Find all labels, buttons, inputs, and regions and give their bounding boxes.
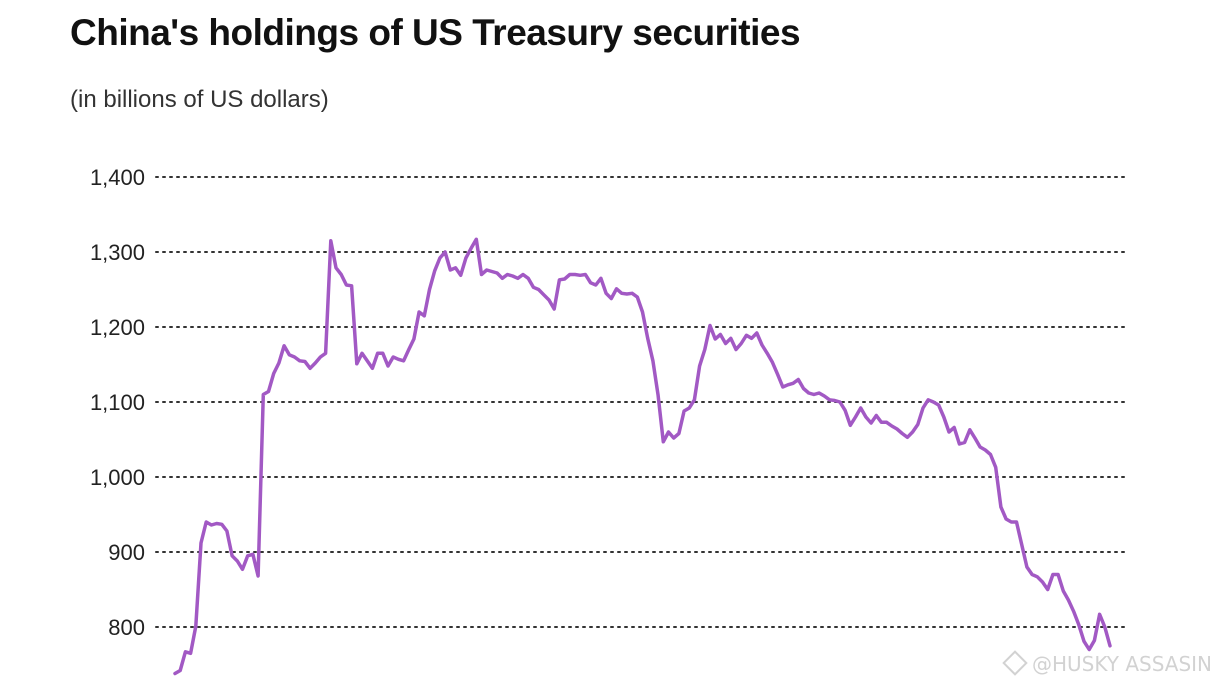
y-tick-label-1300: 1,300 xyxy=(90,240,145,265)
y-tick-label-1400: 1,400 xyxy=(90,165,145,190)
y-tick-label-1200: 1,200 xyxy=(90,315,145,340)
diamond-icon xyxy=(1002,650,1028,676)
watermark: @HUSKY ASSASIN xyxy=(1002,650,1212,676)
chart-subtitle: (in billions of US dollars) xyxy=(70,86,329,113)
y-axis-tick-labels: 800 900 1,000 1,100 1,200 1,300 1,400 xyxy=(90,165,145,640)
series-layer xyxy=(173,237,1112,676)
watermark-text: @HUSKY ASSASIN xyxy=(1031,652,1212,676)
y-tick-label-1000: 1,000 xyxy=(90,465,145,490)
y-tick-label-1100: 1,100 xyxy=(90,390,145,415)
chart-title: China's holdings of US Treasury securiti… xyxy=(70,12,801,53)
y-tick-label-900: 900 xyxy=(108,540,145,565)
gridlines xyxy=(155,176,1129,628)
series-line-0 xyxy=(173,237,1112,676)
y-tick-label-800: 800 xyxy=(108,615,145,640)
